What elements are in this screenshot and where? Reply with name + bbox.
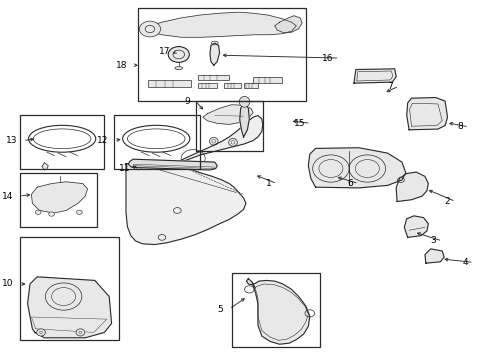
Circle shape [168, 46, 189, 62]
Ellipse shape [239, 96, 249, 107]
Text: 4: 4 [462, 258, 467, 267]
Polygon shape [42, 163, 48, 170]
Polygon shape [404, 216, 427, 237]
Polygon shape [395, 172, 427, 202]
Polygon shape [209, 43, 219, 65]
Text: 10: 10 [1, 279, 13, 288]
Text: 14: 14 [2, 192, 13, 201]
Polygon shape [406, 98, 447, 130]
Text: 7: 7 [387, 82, 392, 91]
Bar [147, 80, 190, 87]
Ellipse shape [76, 329, 84, 336]
Circle shape [77, 210, 82, 215]
Text: 17: 17 [159, 47, 170, 56]
Polygon shape [135, 163, 142, 170]
Bar [198, 75, 229, 80]
Text: 2: 2 [444, 197, 449, 206]
Polygon shape [128, 159, 217, 170]
Text: 11: 11 [119, 164, 130, 173]
Polygon shape [27, 277, 111, 338]
Text: 5: 5 [217, 305, 223, 314]
Polygon shape [424, 249, 443, 263]
Polygon shape [308, 148, 405, 188]
Polygon shape [31, 182, 87, 213]
Polygon shape [239, 103, 249, 137]
Ellipse shape [37, 329, 45, 336]
Text: 1: 1 [265, 179, 271, 188]
Bar [224, 83, 241, 88]
Polygon shape [353, 69, 395, 83]
Ellipse shape [209, 137, 218, 145]
Polygon shape [126, 161, 245, 244]
Bar [253, 77, 282, 83]
Text: 8: 8 [457, 122, 463, 131]
Text: 3: 3 [430, 237, 436, 246]
Circle shape [49, 212, 54, 216]
Text: 18: 18 [116, 61, 127, 70]
Circle shape [139, 21, 160, 37]
Polygon shape [171, 116, 262, 166]
Text: 12: 12 [97, 136, 108, 145]
Polygon shape [274, 16, 302, 33]
Bar [198, 83, 217, 88]
Text: 9: 9 [183, 96, 189, 105]
Polygon shape [145, 12, 296, 37]
Polygon shape [246, 279, 309, 344]
Polygon shape [203, 105, 253, 125]
Circle shape [35, 210, 41, 215]
Text: 13: 13 [5, 136, 17, 145]
Ellipse shape [175, 67, 182, 69]
Text: 16: 16 [322, 54, 333, 63]
Bar [243, 83, 258, 88]
Text: 6: 6 [346, 179, 352, 188]
Text: 15: 15 [293, 119, 305, 128]
Ellipse shape [228, 138, 237, 146]
